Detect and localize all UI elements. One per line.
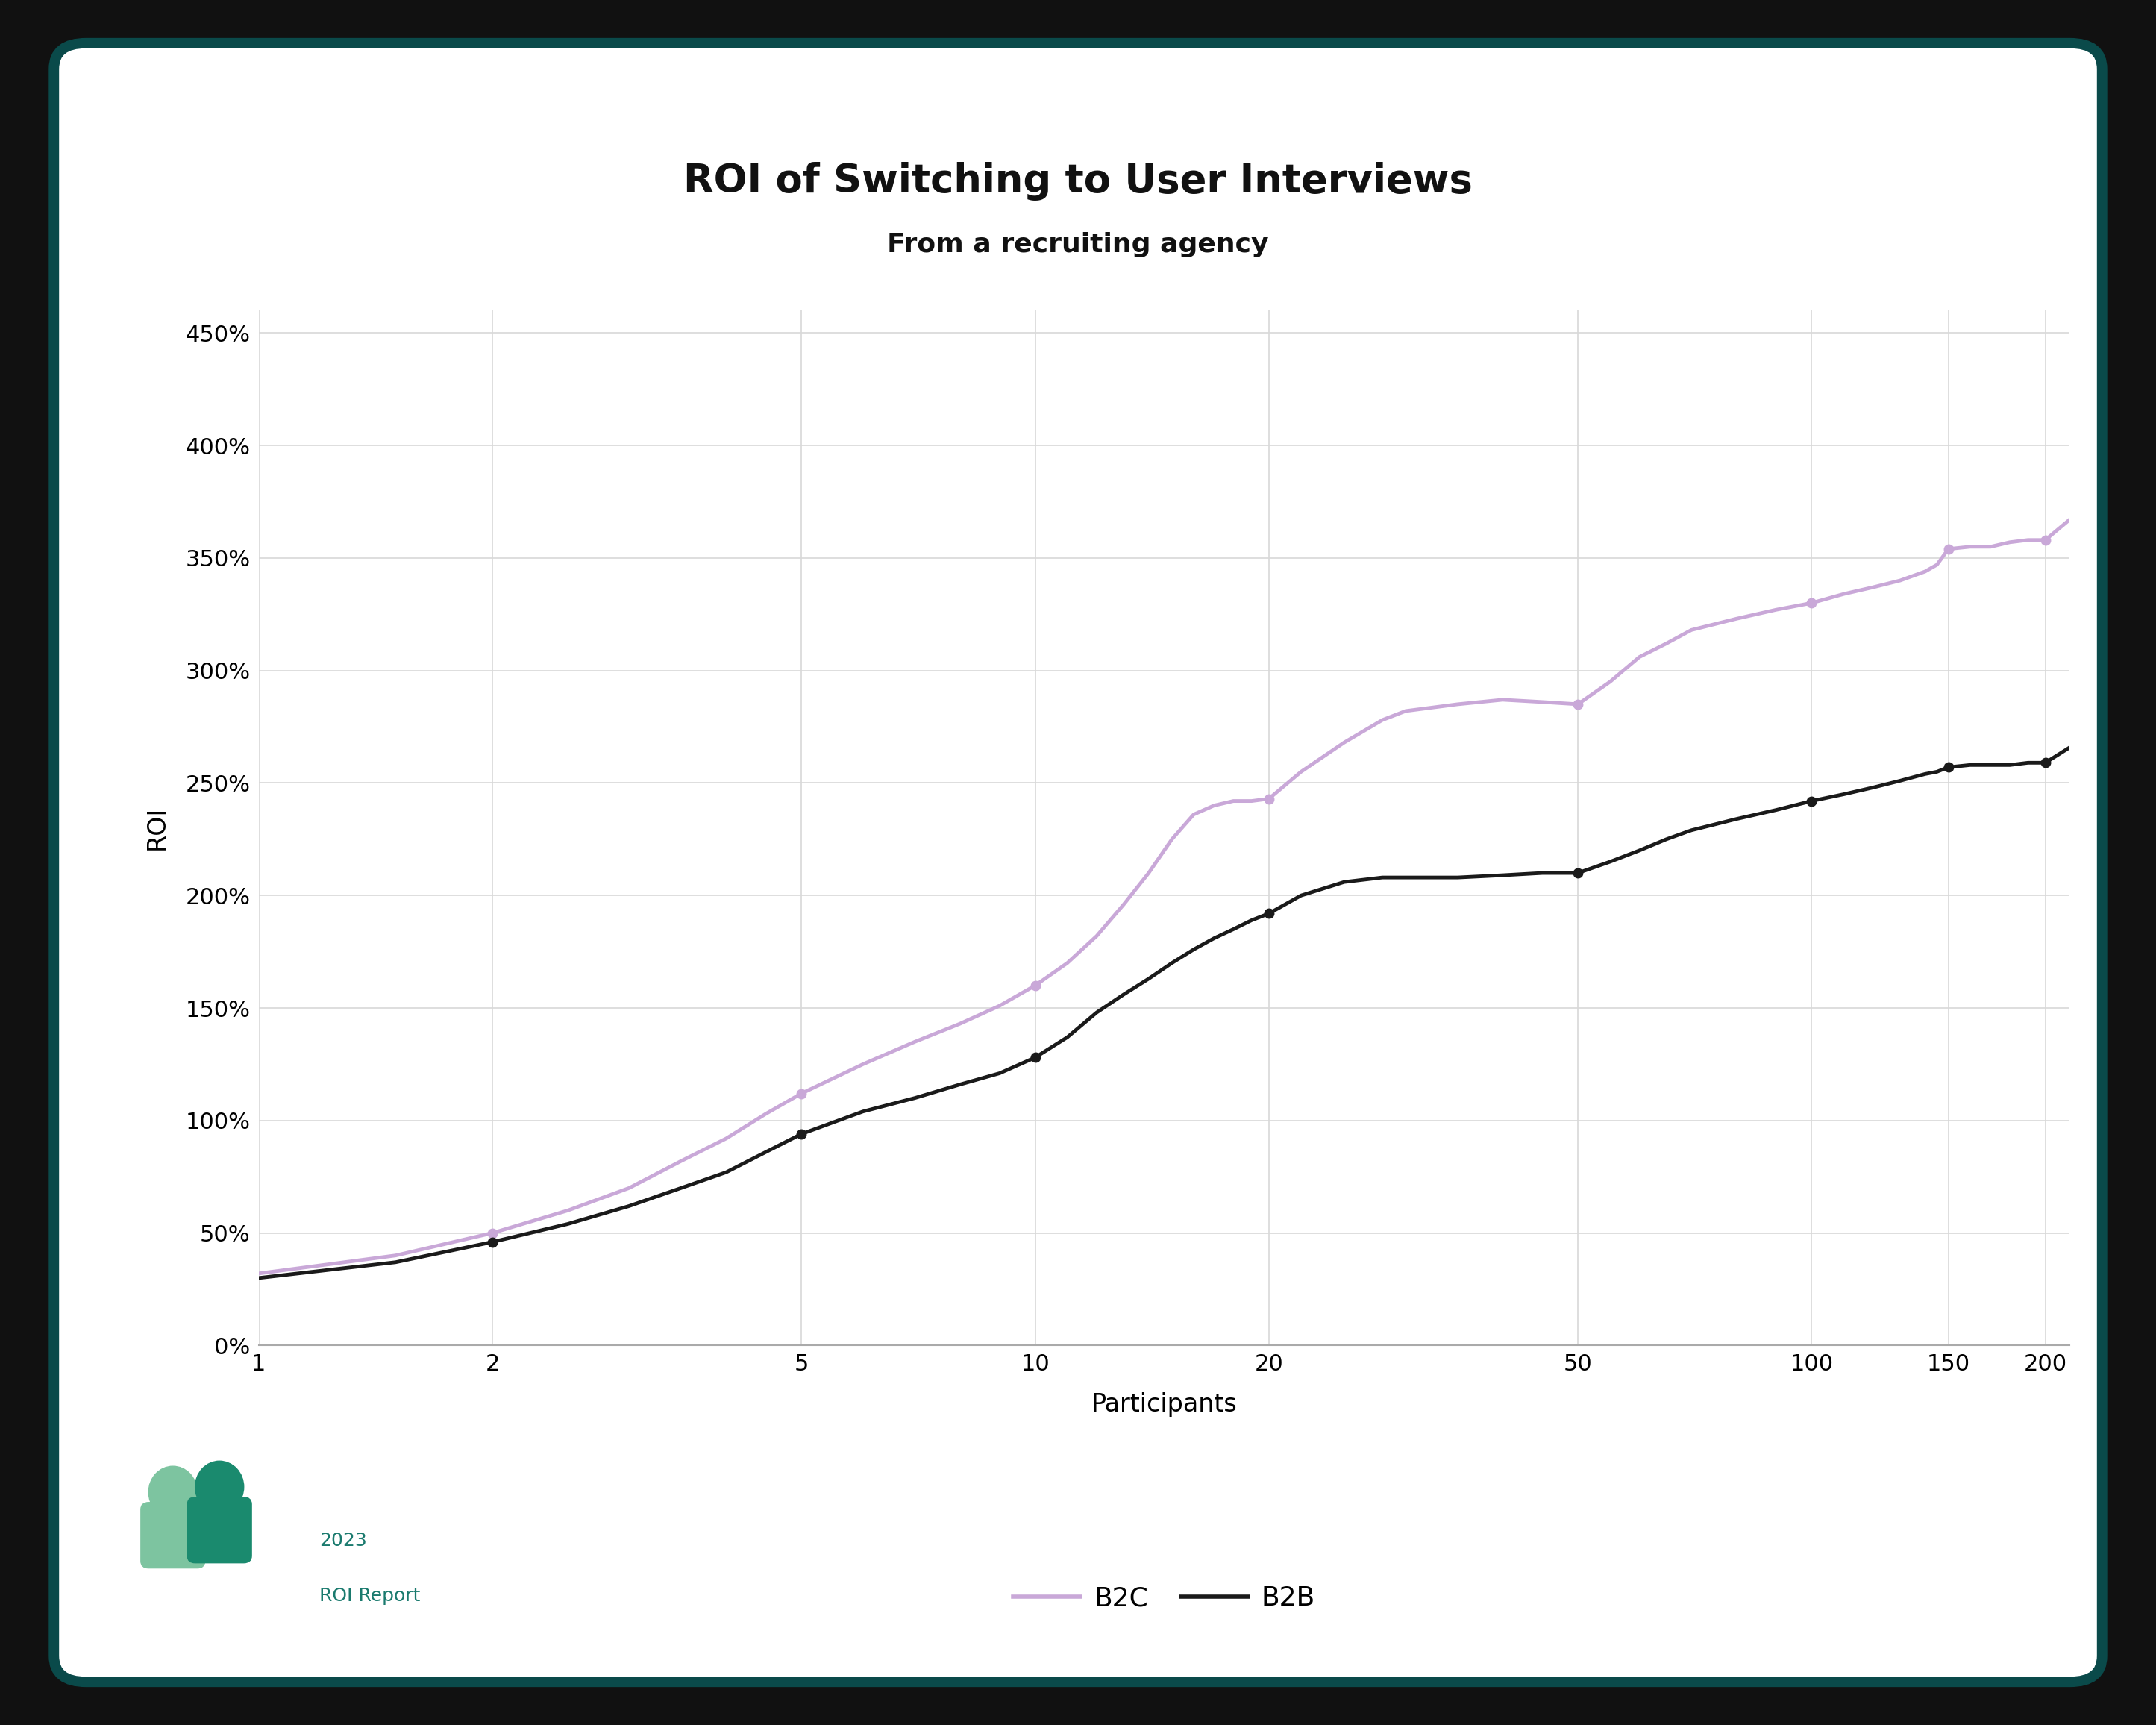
FancyBboxPatch shape xyxy=(188,1497,252,1563)
Text: From a recruiting agency: From a recruiting agency xyxy=(888,233,1268,257)
Ellipse shape xyxy=(196,1461,244,1513)
X-axis label: Participants: Participants xyxy=(1091,1392,1238,1416)
Text: ROI Report: ROI Report xyxy=(319,1587,420,1604)
Text: 2023: 2023 xyxy=(319,1532,367,1549)
FancyBboxPatch shape xyxy=(54,43,2102,1682)
Y-axis label: ROI: ROI xyxy=(144,806,168,850)
FancyBboxPatch shape xyxy=(140,1502,205,1568)
Ellipse shape xyxy=(149,1466,196,1518)
Text: ROI of Switching to User Interviews: ROI of Switching to User Interviews xyxy=(683,162,1473,200)
Legend: B2C, B2B: B2C, B2B xyxy=(1003,1575,1326,1622)
